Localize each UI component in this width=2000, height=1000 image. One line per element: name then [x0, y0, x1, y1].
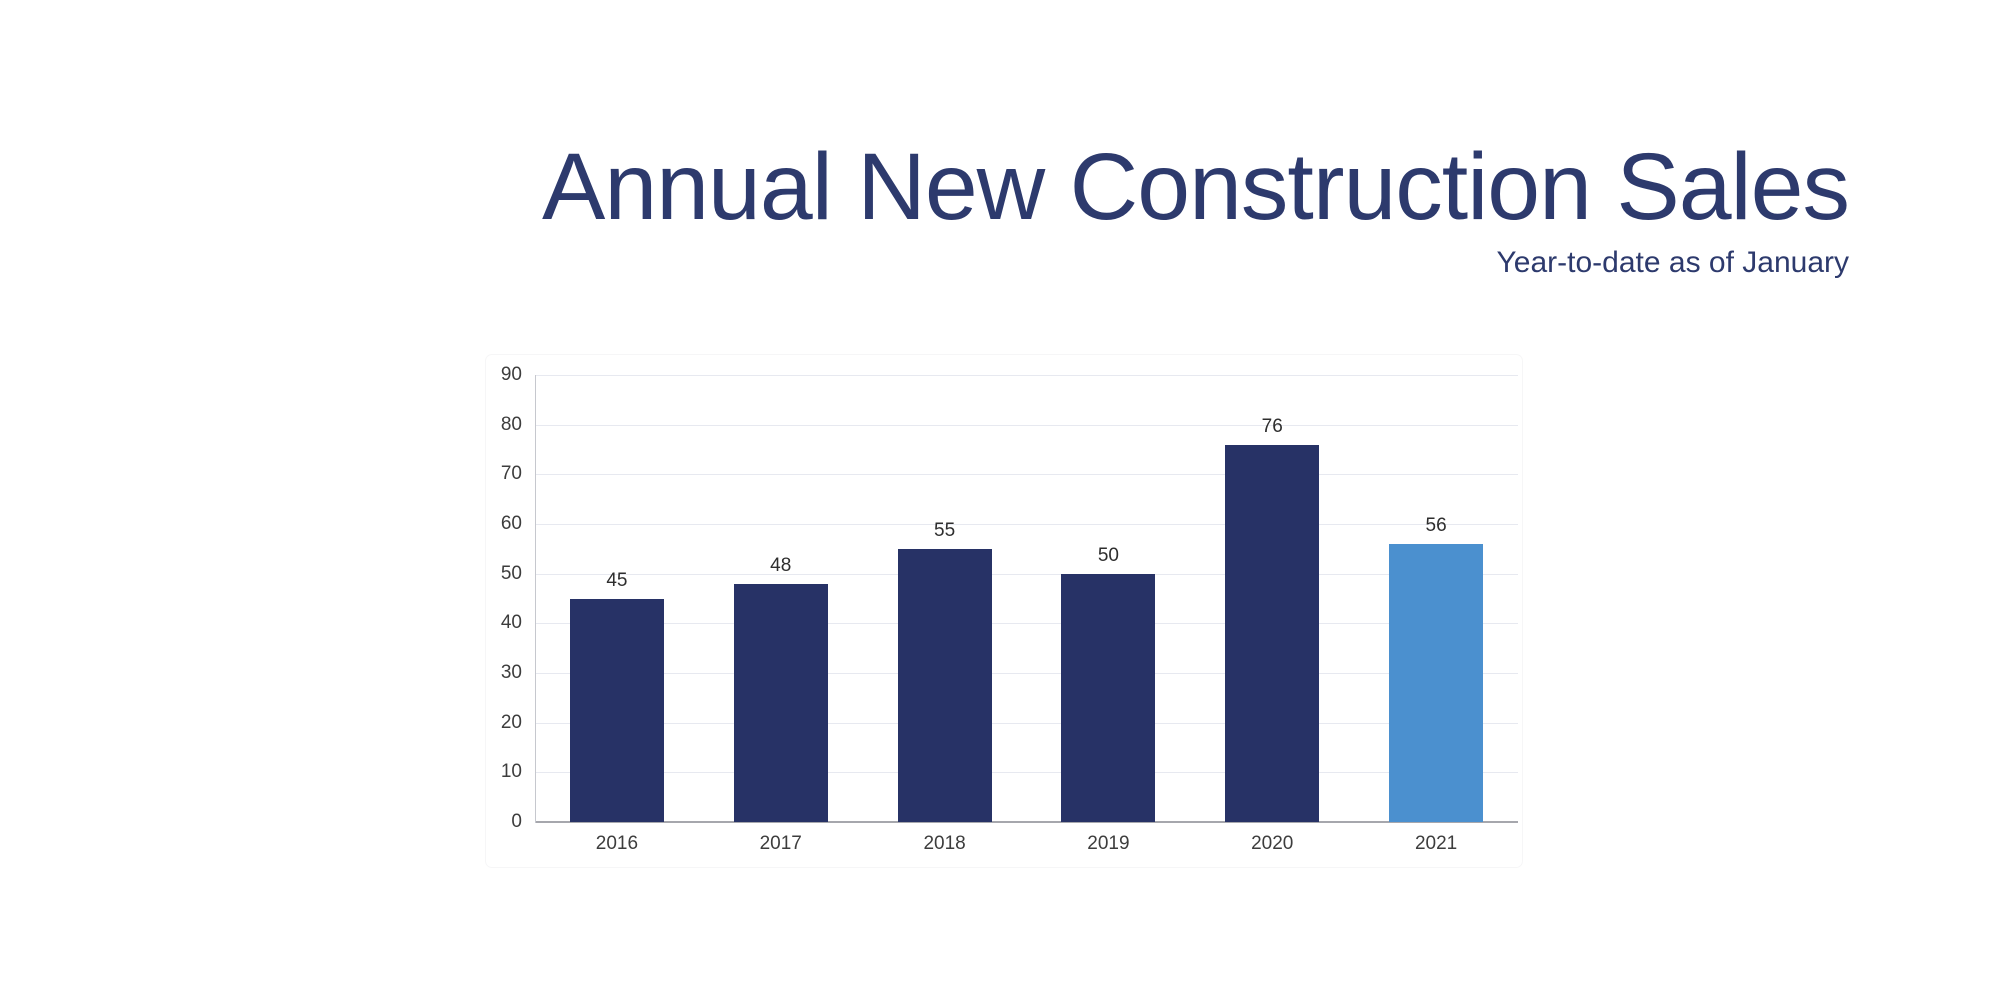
x-tick-label: 2016: [595, 833, 639, 854]
bar-value-label: 50: [1097, 544, 1119, 566]
bar-2019: [1061, 573, 1156, 822]
bar-value-label: 55: [934, 519, 956, 541]
chart-subtitle: Year-to-date as of January: [1496, 245, 1849, 279]
gridline: [535, 375, 1518, 376]
x-tick-label: 2020: [1251, 833, 1294, 854]
y-tick-label: 0: [511, 811, 522, 832]
x-axis-line: [535, 821, 1518, 823]
bar-2021: [1389, 543, 1484, 822]
x-tick-label: 2021: [1414, 833, 1458, 854]
gridline: [535, 673, 1518, 674]
gridline: [535, 722, 1518, 724]
y-tick-label: 70: [500, 463, 522, 485]
bar-2016: [569, 598, 664, 822]
y-tick-label: 20: [500, 711, 522, 733]
y-axis-line: [535, 375, 536, 823]
bar-value-label: 48: [770, 554, 792, 576]
gridline: [535, 772, 1518, 774]
chart-header: Annual New Construction Sales Year-to-da…: [542, 134, 1850, 279]
y-tick-label: 10: [500, 761, 522, 783]
bar-2018: [897, 548, 992, 822]
y-tick-label: 80: [500, 413, 522, 435]
x-tick-label: 2019: [1087, 833, 1130, 854]
x-tick-label: 2018: [923, 833, 966, 854]
gridline: [535, 474, 1518, 476]
gridline: [535, 524, 1518, 525]
gridline: [535, 573, 1518, 575]
gridline: [535, 623, 1518, 625]
gridline: [535, 424, 1518, 426]
x-tick-label: 2017: [759, 833, 802, 854]
bar-2020: [1225, 444, 1320, 822]
bar-2017: [733, 583, 828, 822]
bar-value-label: 56: [1425, 514, 1447, 536]
y-tick-label: 30: [500, 662, 522, 683]
y-tick-label: 50: [500, 562, 522, 584]
y-tick-label: 40: [500, 612, 522, 634]
y-tick-label: 60: [500, 513, 522, 534]
page-title: Annual New Construction Sales: [542, 134, 1850, 240]
y-tick-label: 90: [500, 364, 522, 385]
bar-value-label: 45: [606, 569, 628, 591]
bar-value-label: 76: [1261, 415, 1283, 437]
